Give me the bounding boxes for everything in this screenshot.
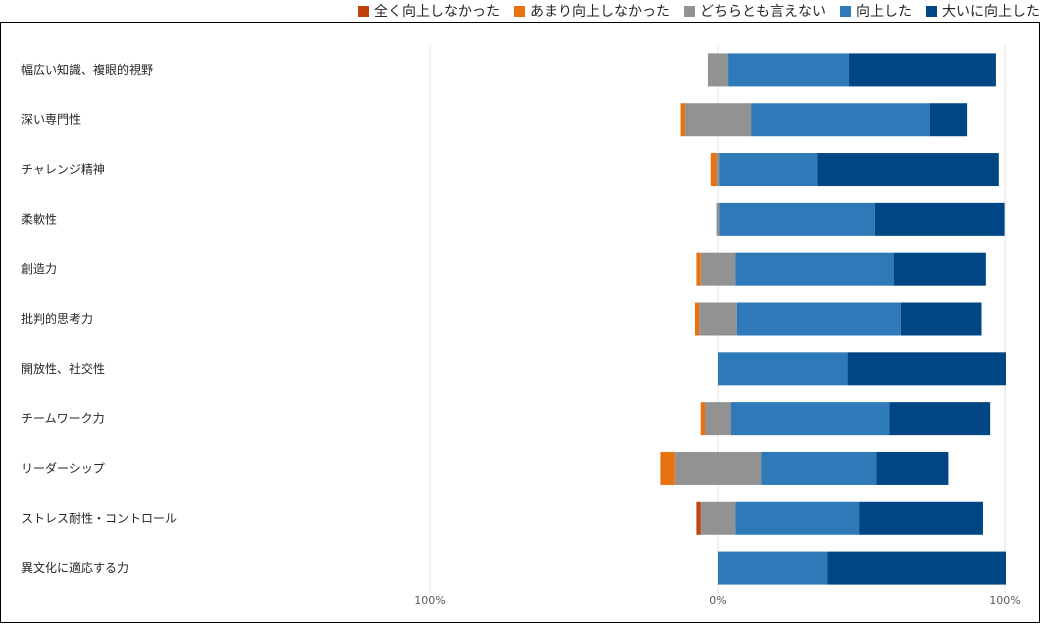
legend-swatch: [358, 5, 369, 17]
category-label: 柔軟性: [21, 211, 57, 226]
bar-segment: [718, 551, 828, 585]
legend-swatch: [840, 5, 851, 17]
bar-segment: [719, 153, 818, 187]
bar-segment: [696, 252, 701, 286]
bar-segment: [893, 252, 986, 286]
bar-segment: [900, 302, 982, 336]
bar-segment: [827, 551, 1006, 585]
legend-swatch: [926, 5, 937, 17]
x-tick-label: 100%: [989, 594, 1020, 607]
chart-area: 100% 0% 100% 幅広い知識、複眼的視野 深い専門性チャレンジ精神 柔軟性創造力批…: [0, 22, 1040, 623]
bar-segment: [710, 153, 717, 187]
bar-segment: [684, 103, 752, 137]
x-tick-label: 100%: [414, 594, 445, 607]
bar-segment: [718, 352, 848, 386]
category-label: 創造力: [21, 262, 57, 276]
category-label: 異文化に適応する力: [21, 560, 129, 575]
category-label: 批判的思考力: [21, 311, 93, 326]
bar-segment: [728, 53, 850, 87]
bar-segment: [694, 302, 700, 336]
legend-item: 向上した: [840, 1, 912, 21]
bar-segment: [660, 451, 675, 485]
bar-segment: [761, 451, 877, 485]
category-label: 幅広い知識、複眼的視野: [21, 62, 153, 77]
bar-segment: [700, 501, 736, 535]
bar-segment: [929, 103, 968, 137]
legend-label: 大いに向上した: [942, 4, 1040, 20]
bar-segment: [674, 451, 762, 485]
legend-swatch: [684, 5, 695, 17]
x-tick-label: 0%: [709, 594, 726, 607]
legend-label: 向上した: [856, 4, 912, 20]
legend-swatch: [514, 5, 525, 17]
legend-item: どちらとも言えない: [684, 1, 826, 21]
bar-segment: [730, 402, 890, 436]
bar-segment: [696, 501, 701, 535]
bar-segment: [751, 103, 930, 137]
legend: 全く向上しなかった あまり向上しなかった どちらとも言えない 向上した 大いに向上した: [358, 0, 1040, 22]
chart-svg: 100% 0% 100% 幅広い知識、複眼的視野深い専門性チャレンジ精神柔軟性創造力批…: [21, 45, 1021, 607]
category-label: チャレンジ精神: [21, 163, 105, 177]
bar-segment: [705, 402, 731, 436]
legend-label: どちらとも言えない: [700, 4, 826, 20]
bar-segment: [849, 53, 996, 87]
bar-segment: [716, 202, 720, 236]
bar-segment: [700, 252, 736, 286]
legend-item: 大いに向上した: [926, 1, 1040, 21]
bar-segment: [699, 302, 737, 336]
bar-segment: [889, 402, 991, 436]
legend-label: 全く向上しなかった: [374, 4, 500, 20]
bar-segment: [735, 501, 860, 535]
category-label: 開放性、社交性: [21, 361, 105, 376]
bar-segment: [700, 402, 706, 436]
bar-segment: [719, 202, 875, 236]
bar-segment: [817, 153, 999, 187]
bar-segment: [707, 53, 729, 87]
bar-segment: [736, 302, 901, 336]
legend-label: あまり向上しなかった: [530, 4, 670, 20]
bar-segment: [876, 451, 949, 485]
bar-segment: [680, 103, 685, 137]
category-label: チームワーク力: [21, 412, 105, 426]
legend-item: 全く向上しなかった: [358, 1, 500, 21]
bar-segment: [716, 153, 720, 187]
bar-segment: [874, 202, 1005, 236]
category-label: リーダーシップ: [21, 460, 105, 475]
category-label: 深い専門性: [21, 113, 81, 127]
bar-segment: [859, 501, 983, 535]
bar-segment: [735, 252, 894, 286]
category-label: ストレス耐性・コントロール: [21, 511, 177, 525]
bar-segment: [847, 352, 1006, 386]
legend-item: あまり向上しなかった: [514, 1, 670, 21]
